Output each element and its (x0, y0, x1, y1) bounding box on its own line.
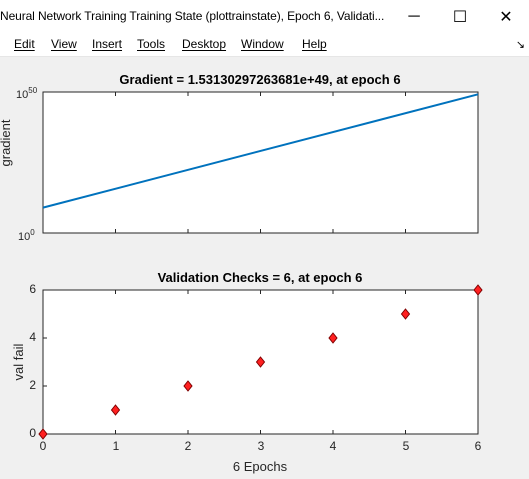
figure-canvas: Gradient = 1.53130297263681e+49, at epoc… (0, 72, 483, 474)
val-ytick-label-6: 6 (29, 282, 36, 296)
val-xtick-label-3: 3 (258, 439, 265, 453)
gradient-ytick-label-top: 1050 (16, 86, 38, 101)
validation-yticks (43, 289, 47, 435)
val-ytick-label-2: 2 (29, 378, 36, 392)
menu-tools[interactable]: Tools (137, 37, 166, 51)
validation-point (400, 308, 411, 320)
minimize-button[interactable]: ─ (408, 8, 420, 25)
validation-point (110, 404, 121, 416)
menu-view[interactable]: View (51, 37, 77, 51)
val-ytick-label-0: 0 (29, 426, 36, 440)
menu-bar: Edit View Insert Tools Desktop Window He… (0, 34, 529, 57)
validation-point (328, 332, 338, 344)
validation-point (473, 284, 483, 296)
menu-window[interactable]: Window (241, 37, 284, 51)
val-xtick-label-6: 6 (475, 439, 482, 453)
validation-point (38, 428, 48, 440)
val-xtick-label-4: 4 (330, 439, 337, 453)
dock-arrow-icon[interactable]: ↘ (515, 39, 525, 51)
gradient-yticks (43, 91, 47, 234)
validation-point (255, 356, 266, 368)
menu-insert[interactable]: Insert (92, 37, 123, 51)
maximize-button[interactable]: ☐ (452, 9, 468, 26)
validation-point (183, 380, 193, 392)
val-xtick-label-5: 5 (403, 439, 410, 453)
gradient-series-line (42, 93, 479, 209)
gradient-ytick-label-bottom: 100 (18, 228, 35, 243)
close-button[interactable]: ✕ (499, 9, 513, 26)
gradient-axes (42, 91, 479, 234)
menu-edit[interactable]: Edit (14, 37, 35, 51)
window-title: Neural Network Training Training State (… (0, 9, 385, 23)
val-xtick-label-2: 2 (185, 439, 192, 453)
validation-points (38, 284, 483, 440)
title-bar: Neural Network Training Training State (… (0, 0, 529, 34)
validation-ylabel: val fail (11, 343, 26, 380)
val-xtick-label-0: 0 (40, 439, 47, 453)
validation-xlabel: 6 Epochs (233, 459, 288, 474)
gradient-ylabel: gradient (0, 119, 13, 166)
menu-help[interactable]: Help (302, 37, 327, 51)
gradient-title: Gradient = 1.53130297263681e+49, at epoc… (119, 72, 400, 87)
val-ytick-label-4: 4 (29, 330, 36, 344)
gradient-xticks (42, 92, 479, 233)
menu-desktop[interactable]: Desktop (182, 37, 227, 51)
validation-title: Validation Checks = 6, at epoch 6 (158, 270, 363, 285)
val-xtick-label-1: 1 (113, 439, 120, 453)
